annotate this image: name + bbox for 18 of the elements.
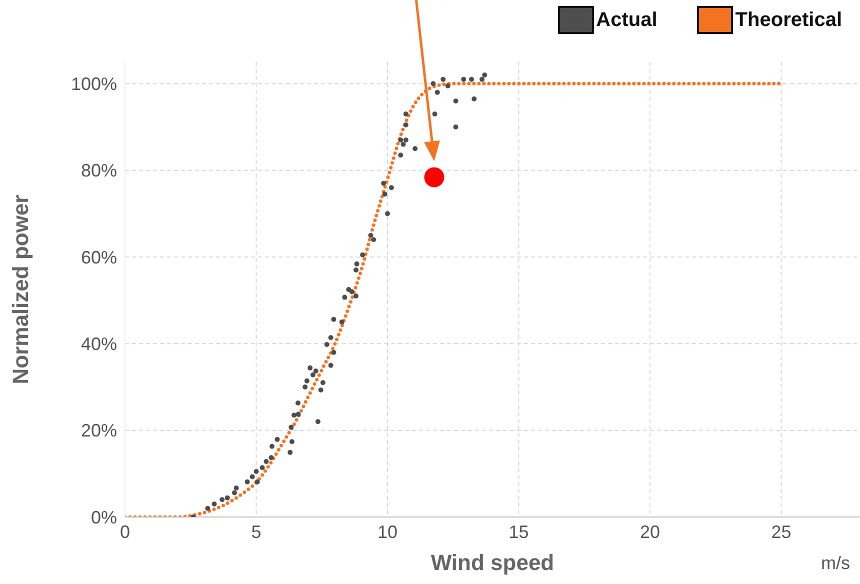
text: m/s bbox=[821, 553, 850, 574]
legend-label: Theoretical bbox=[735, 8, 842, 32]
line-series bbox=[125, 82, 783, 517]
x-tick-label: 25 bbox=[771, 522, 792, 542]
x-tick-label: 10 bbox=[377, 522, 398, 542]
x-tick-label: 20 bbox=[640, 522, 660, 542]
y-tick-label: 60% bbox=[80, 247, 117, 268]
x-tick-label: 15 bbox=[508, 522, 529, 542]
y-axis-title: Normalized power bbox=[8, 194, 33, 384]
y-tick-label: 40% bbox=[80, 334, 117, 354]
x-tick-label: 0 bbox=[120, 522, 130, 542]
y-tick-label: 0% bbox=[90, 507, 117, 528]
y-tick-label: 20% bbox=[80, 420, 117, 441]
legend-label: Actual bbox=[596, 8, 658, 32]
y-tick-label: 80% bbox=[80, 160, 117, 181]
x-axis-title: Wind speed bbox=[430, 550, 554, 575]
x-tick-label: 5 bbox=[251, 522, 262, 542]
y-tick-label: 100% bbox=[70, 74, 117, 94]
